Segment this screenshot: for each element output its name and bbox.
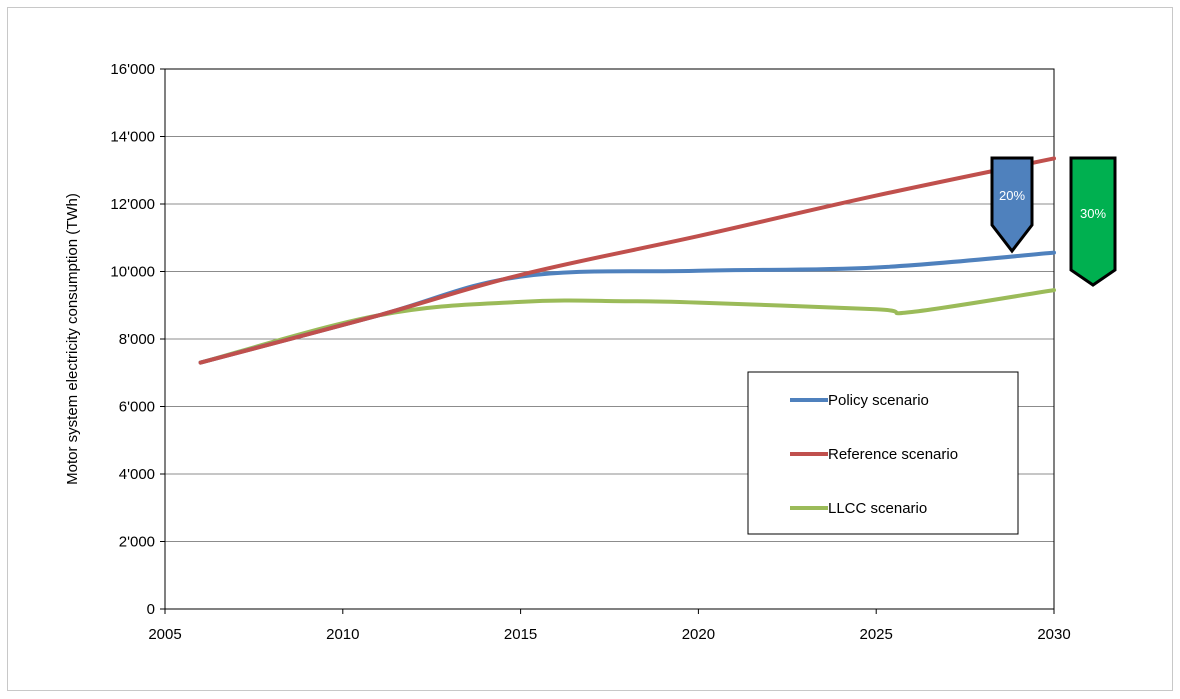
policy-scenario-line <box>198 250 1056 365</box>
y-tick-label: 8'000 <box>119 331 155 348</box>
x-tick-label: 2015 <box>504 626 537 643</box>
y-tick-label: 6'000 <box>119 399 155 416</box>
x-tick-label: 2025 <box>860 626 893 643</box>
legend-label: LLCC scenario <box>828 500 927 517</box>
legend: Policy scenario Reference scenario LLCC sc… <box>747 371 1019 535</box>
y-tick-label: 0 <box>147 601 155 618</box>
reduction-arrow-icon <box>1069 156 1117 287</box>
reduction-label: 20% <box>999 188 1025 203</box>
chart-frame <box>7 7 1173 691</box>
legend-label: Reference scenario <box>828 446 958 463</box>
y-tick-label: 2'000 <box>119 534 155 551</box>
y-axis-ticks: 0 2'000 4'000 6'000 8'000 10'000 12'000 14'000 1… <box>110 61 165 618</box>
x-tick-label: 2030 <box>1037 626 1070 643</box>
reduction-label: 30% <box>1080 206 1106 221</box>
x-tick-label: 2005 <box>148 626 181 643</box>
y-tick-label: 12'000 <box>110 196 155 213</box>
x-axis-ticks: 2005 2010 2015 2020 2025 2030 <box>148 609 1071 643</box>
reduction-badges: 20% 30% <box>990 156 1117 287</box>
y-tick-label: 16'000 <box>110 61 155 78</box>
llcc-scenario-line <box>198 288 1056 365</box>
reduction-arrow-icon <box>990 156 1034 254</box>
series-layer <box>198 156 1056 365</box>
reference-scenario-line <box>198 156 1056 365</box>
y-tick-label: 10'000 <box>110 264 155 281</box>
x-tick-label: 2020 <box>682 626 715 643</box>
legend-label: Policy scenario <box>828 392 929 409</box>
y-tick-label: 4'000 <box>119 466 155 483</box>
y-axis-title: Motor system electricity consumption (TW… <box>64 193 81 485</box>
x-tick-label: 2010 <box>326 626 359 643</box>
y-tick-label: 14'000 <box>110 129 155 146</box>
